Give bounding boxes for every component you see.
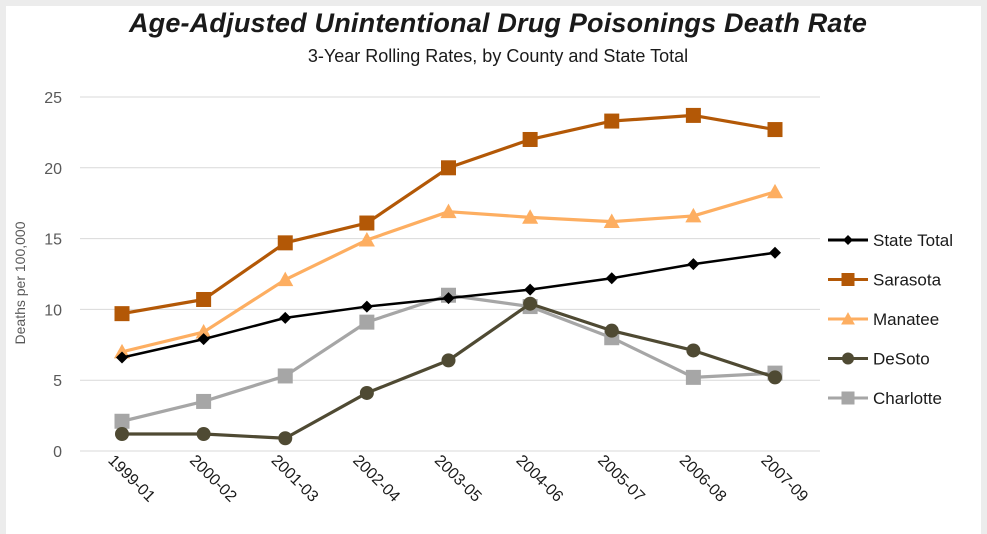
data-point-desoto: [441, 353, 456, 368]
data-point-manatee: [440, 203, 457, 219]
legend-item-charlotte: Charlotte: [828, 389, 942, 408]
data-point-state-total: [769, 246, 781, 259]
data-point-charlotte: [196, 393, 212, 409]
data-point-manatee: [277, 271, 294, 287]
legend-label: Manatee: [873, 310, 939, 329]
legend-item-sarasota: Sarasota: [828, 271, 942, 290]
data-point-charlotte: [114, 413, 130, 429]
legend-label: Sarasota: [873, 271, 942, 290]
data-point-desoto: [686, 343, 701, 358]
data-point-state-total: [442, 292, 455, 305]
legend-marker: [841, 391, 855, 405]
x-tick-label: 1999-01: [104, 452, 158, 506]
series-group: [113, 107, 784, 446]
data-point-state-total: [687, 258, 700, 271]
data-point-state-total: [116, 351, 128, 364]
y-tick-label: 15: [44, 232, 62, 249]
x-tick-label: 2000-02: [186, 452, 240, 506]
data-point-desoto: [278, 431, 293, 446]
legend-marker: [842, 352, 854, 365]
x-tick-label: 2002-04: [349, 452, 403, 506]
y-axis-ticks: 0 5 10 15 20 25: [44, 90, 62, 461]
data-point-sarasota: [685, 107, 701, 123]
y-axis-label: Deaths per 100,000: [12, 221, 28, 344]
y-tick-label: 10: [44, 302, 62, 319]
legend-label: State Total: [873, 231, 953, 250]
legend-marker: [841, 312, 855, 325]
y-tick-label: 0: [53, 444, 62, 461]
data-point-sarasota: [359, 215, 375, 231]
x-axis-ticks: 1999-01 2000-02 2001-03 2002-04 2003-05 2004-…: [104, 452, 811, 506]
data-point-sarasota: [196, 291, 212, 307]
legend-item-state-total: State Total: [828, 231, 953, 250]
data-point-desoto: [196, 427, 211, 442]
legend-label: Charlotte: [873, 389, 942, 408]
x-tick-label: 2004-06: [513, 452, 567, 506]
legend: State Total Sarasota Manatee DeSoto Charlott…: [828, 231, 953, 408]
legend-item-manatee: Manatee: [828, 310, 939, 329]
data-point-state-total: [279, 311, 292, 324]
data-point-sarasota: [441, 160, 456, 176]
data-point-state-total: [360, 300, 373, 313]
data-point-sarasota: [522, 131, 538, 147]
y-tick-label: 20: [44, 161, 62, 178]
legend-marker: [843, 235, 853, 245]
y-tick-label: 5: [53, 373, 62, 390]
data-point-state-total: [605, 272, 618, 285]
data-point-manatee: [766, 183, 784, 199]
data-point-sarasota: [767, 122, 783, 138]
x-tick-label: 2005-07: [594, 452, 648, 506]
series-desoto: [115, 296, 782, 446]
data-point-manatee: [113, 343, 131, 359]
data-point-manatee: [603, 213, 620, 229]
data-point-manatee: [685, 207, 702, 223]
chart-subtitle: 3-Year Rolling Rates, by County and Stat…: [307, 46, 689, 66]
data-point-sarasota: [277, 235, 293, 251]
legend-marker: [841, 273, 855, 286]
data-point-state-total: [524, 283, 537, 296]
x-tick-label: 2006-08: [676, 452, 730, 506]
series-line-state-total: [121, 251, 776, 359]
x-tick-label: 2001-03: [268, 452, 322, 506]
data-point-sarasota: [604, 113, 620, 129]
data-point-desoto: [359, 385, 374, 400]
series-manatee: [113, 183, 784, 359]
chart-title: Age-Adjusted Unintentional Drug Poisonin…: [128, 8, 868, 38]
data-point-desoto: [768, 370, 782, 385]
data-point-desoto: [523, 296, 538, 311]
series-state-total: [116, 246, 781, 364]
data-point-sarasota: [114, 306, 130, 322]
data-point-manatee: [522, 209, 539, 224]
series-sarasota: [114, 107, 783, 322]
data-point-desoto: [604, 323, 619, 338]
chart-frame: [6, 6, 981, 534]
x-tick-label: 2003-05: [431, 452, 485, 506]
data-point-charlotte: [685, 369, 701, 385]
data-point-charlotte: [359, 314, 375, 330]
gridlines: [80, 96, 820, 452]
data-point-state-total: [197, 333, 210, 346]
x-tick-label: 2007-09: [757, 452, 811, 506]
data-point-manatee: [358, 231, 375, 247]
legend-label: DeSoto: [873, 350, 930, 369]
data-point-charlotte: [277, 368, 293, 384]
y-tick-label: 25: [44, 90, 62, 107]
data-point-desoto: [115, 427, 129, 442]
legend-item-desoto: DeSoto: [828, 350, 930, 369]
data-point-manatee: [195, 324, 212, 339]
